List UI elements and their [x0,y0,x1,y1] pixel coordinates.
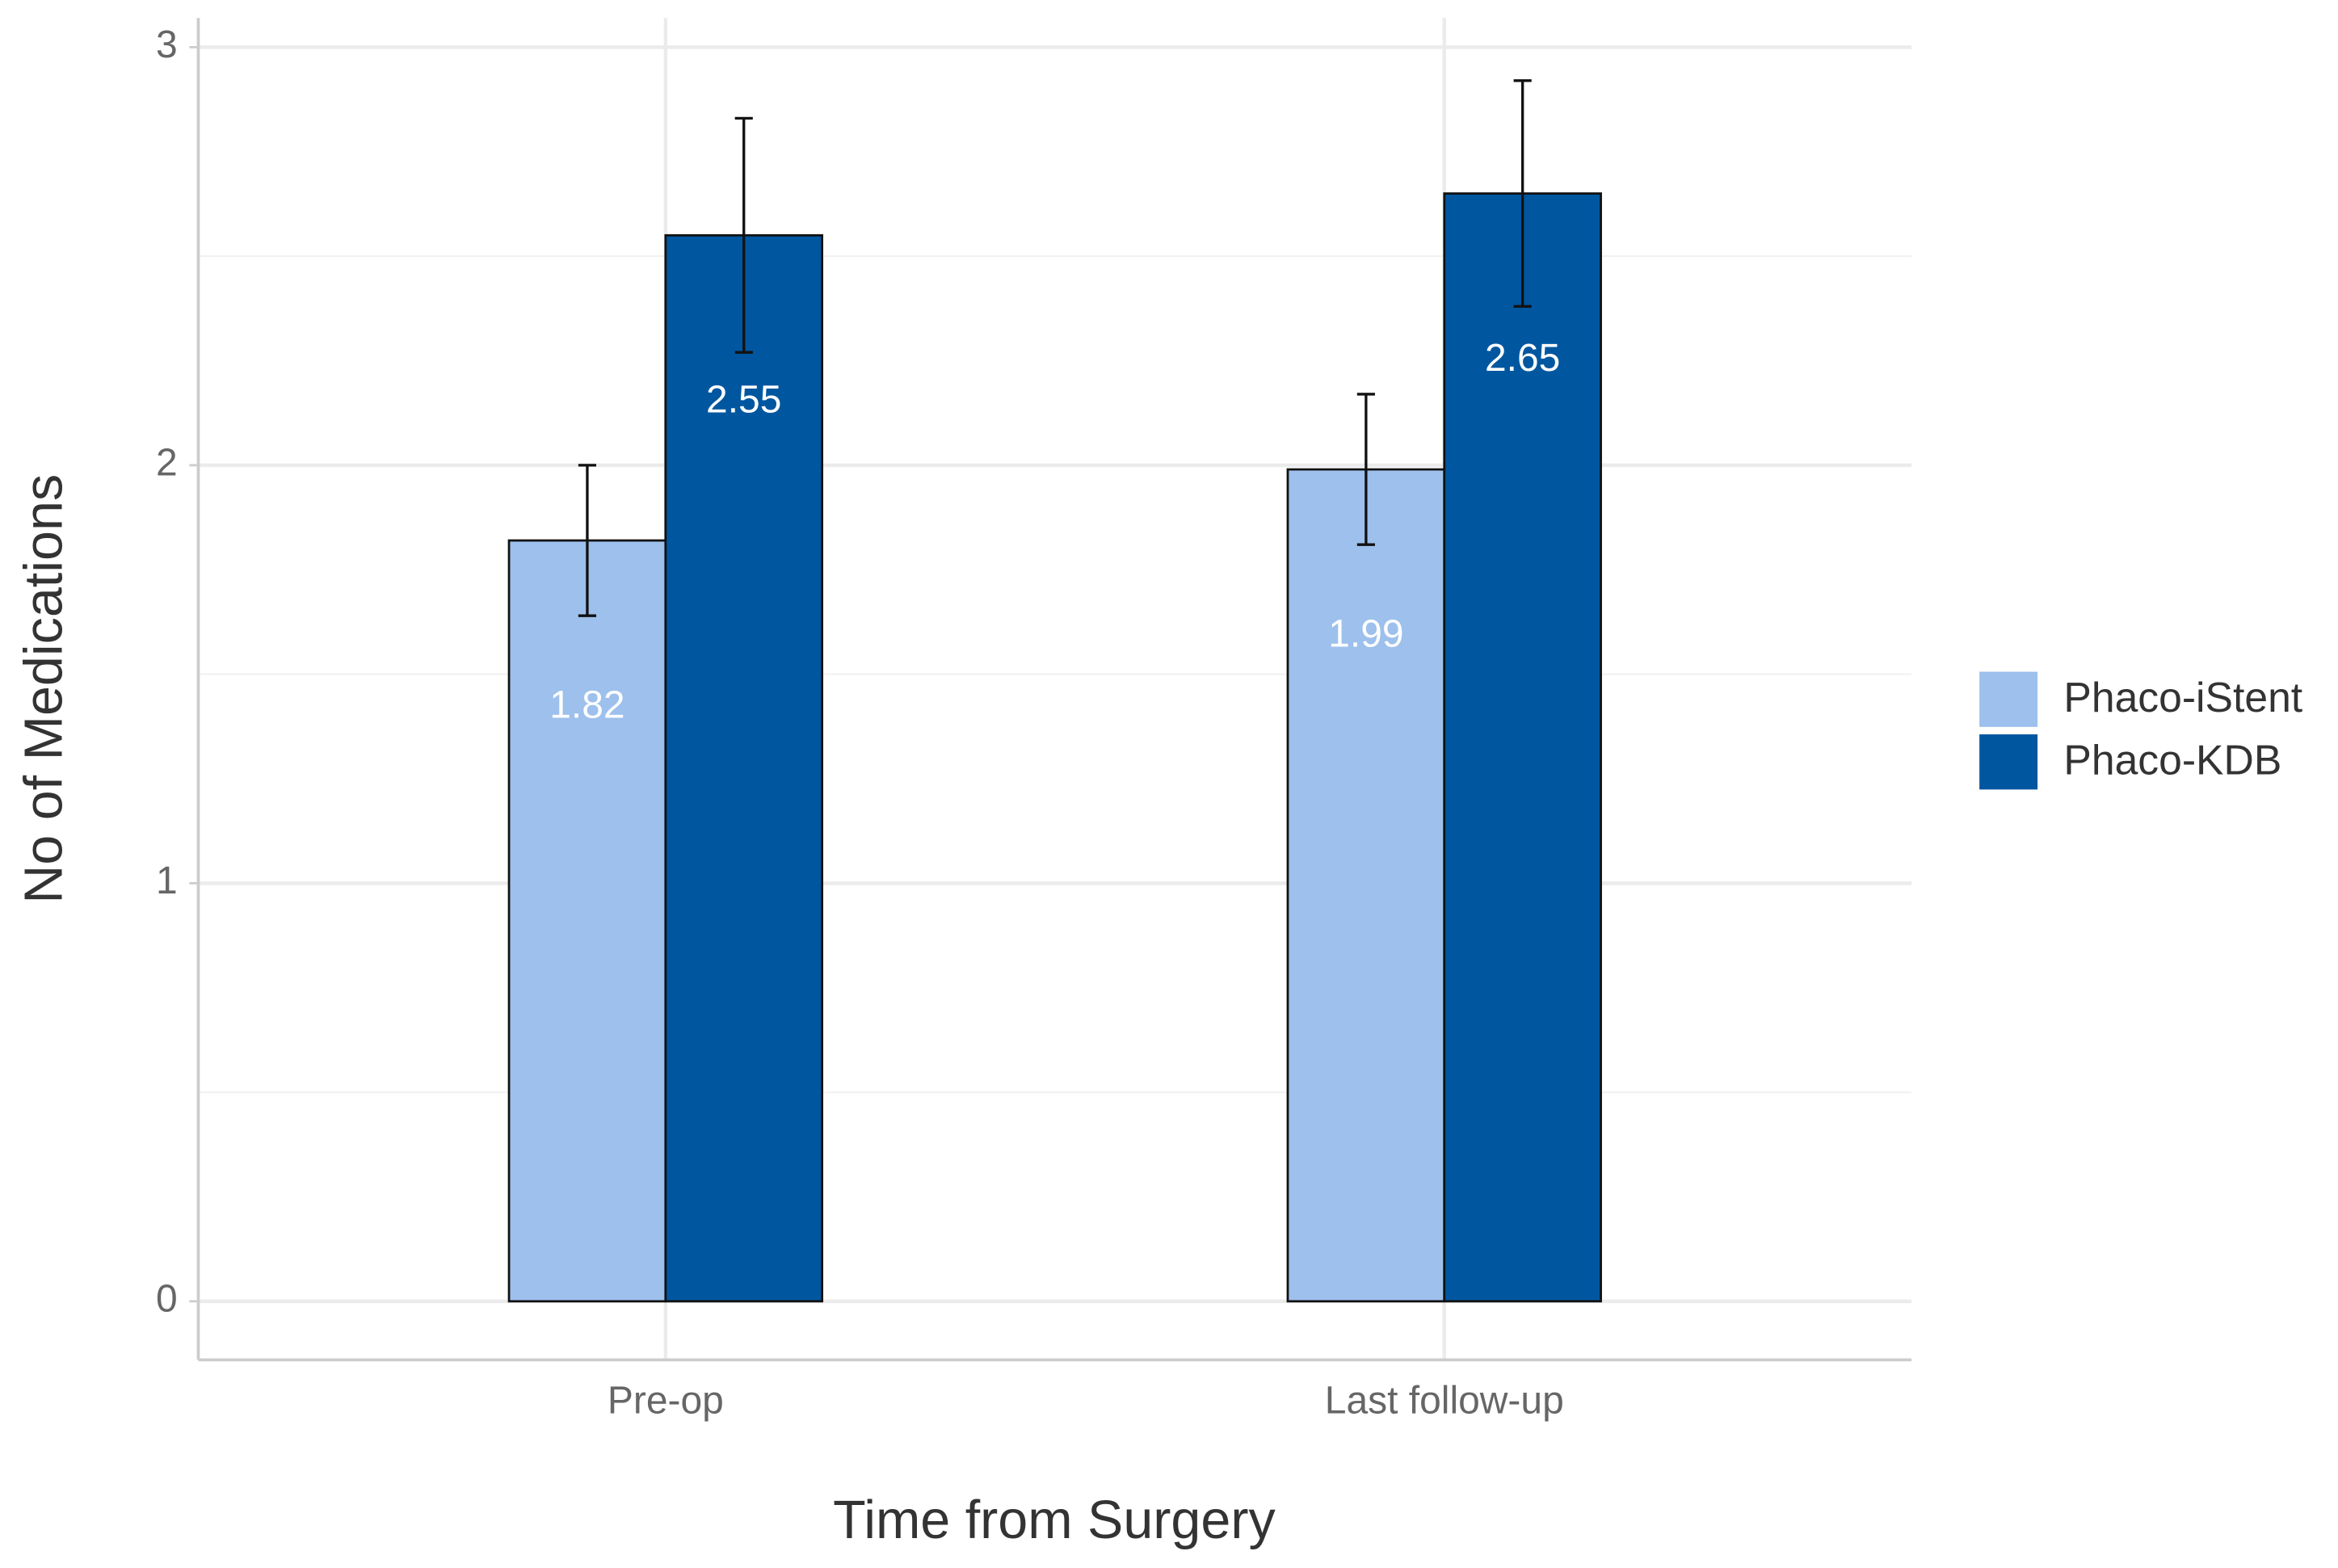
x-tick-label: Last follow-up [1325,1379,1564,1422]
error-bar [734,116,753,354]
legend-swatch [1978,733,2039,792]
y-tick-label: 0 [156,1278,178,1321]
value-label: 2.65 [1485,337,1560,380]
value-label: 1.99 [1328,612,1403,655]
legend-label: Phaco-KDB [2063,737,2281,784]
bar [1443,192,1602,1303]
x-axis-title: Time from Surgery [833,1490,1276,1550]
error-bar [1356,393,1375,546]
y-axis-title: No of Medications [15,474,74,904]
legend-swatch [1978,670,2039,729]
bar [664,233,824,1303]
y-tick-label: 1 [156,860,178,902]
x-tick-label: Pre-op [608,1379,724,1422]
value-label: 1.82 [549,683,624,726]
value-label: 2.55 [706,379,781,422]
error-bar [1513,79,1532,308]
legend-label: Phaco-iStent [2063,674,2302,721]
bar [1286,468,1446,1303]
y-tick-label: 2 [156,442,178,485]
bar [507,539,667,1303]
y-tick-label: 3 [156,23,178,66]
error-bar [578,464,597,617]
